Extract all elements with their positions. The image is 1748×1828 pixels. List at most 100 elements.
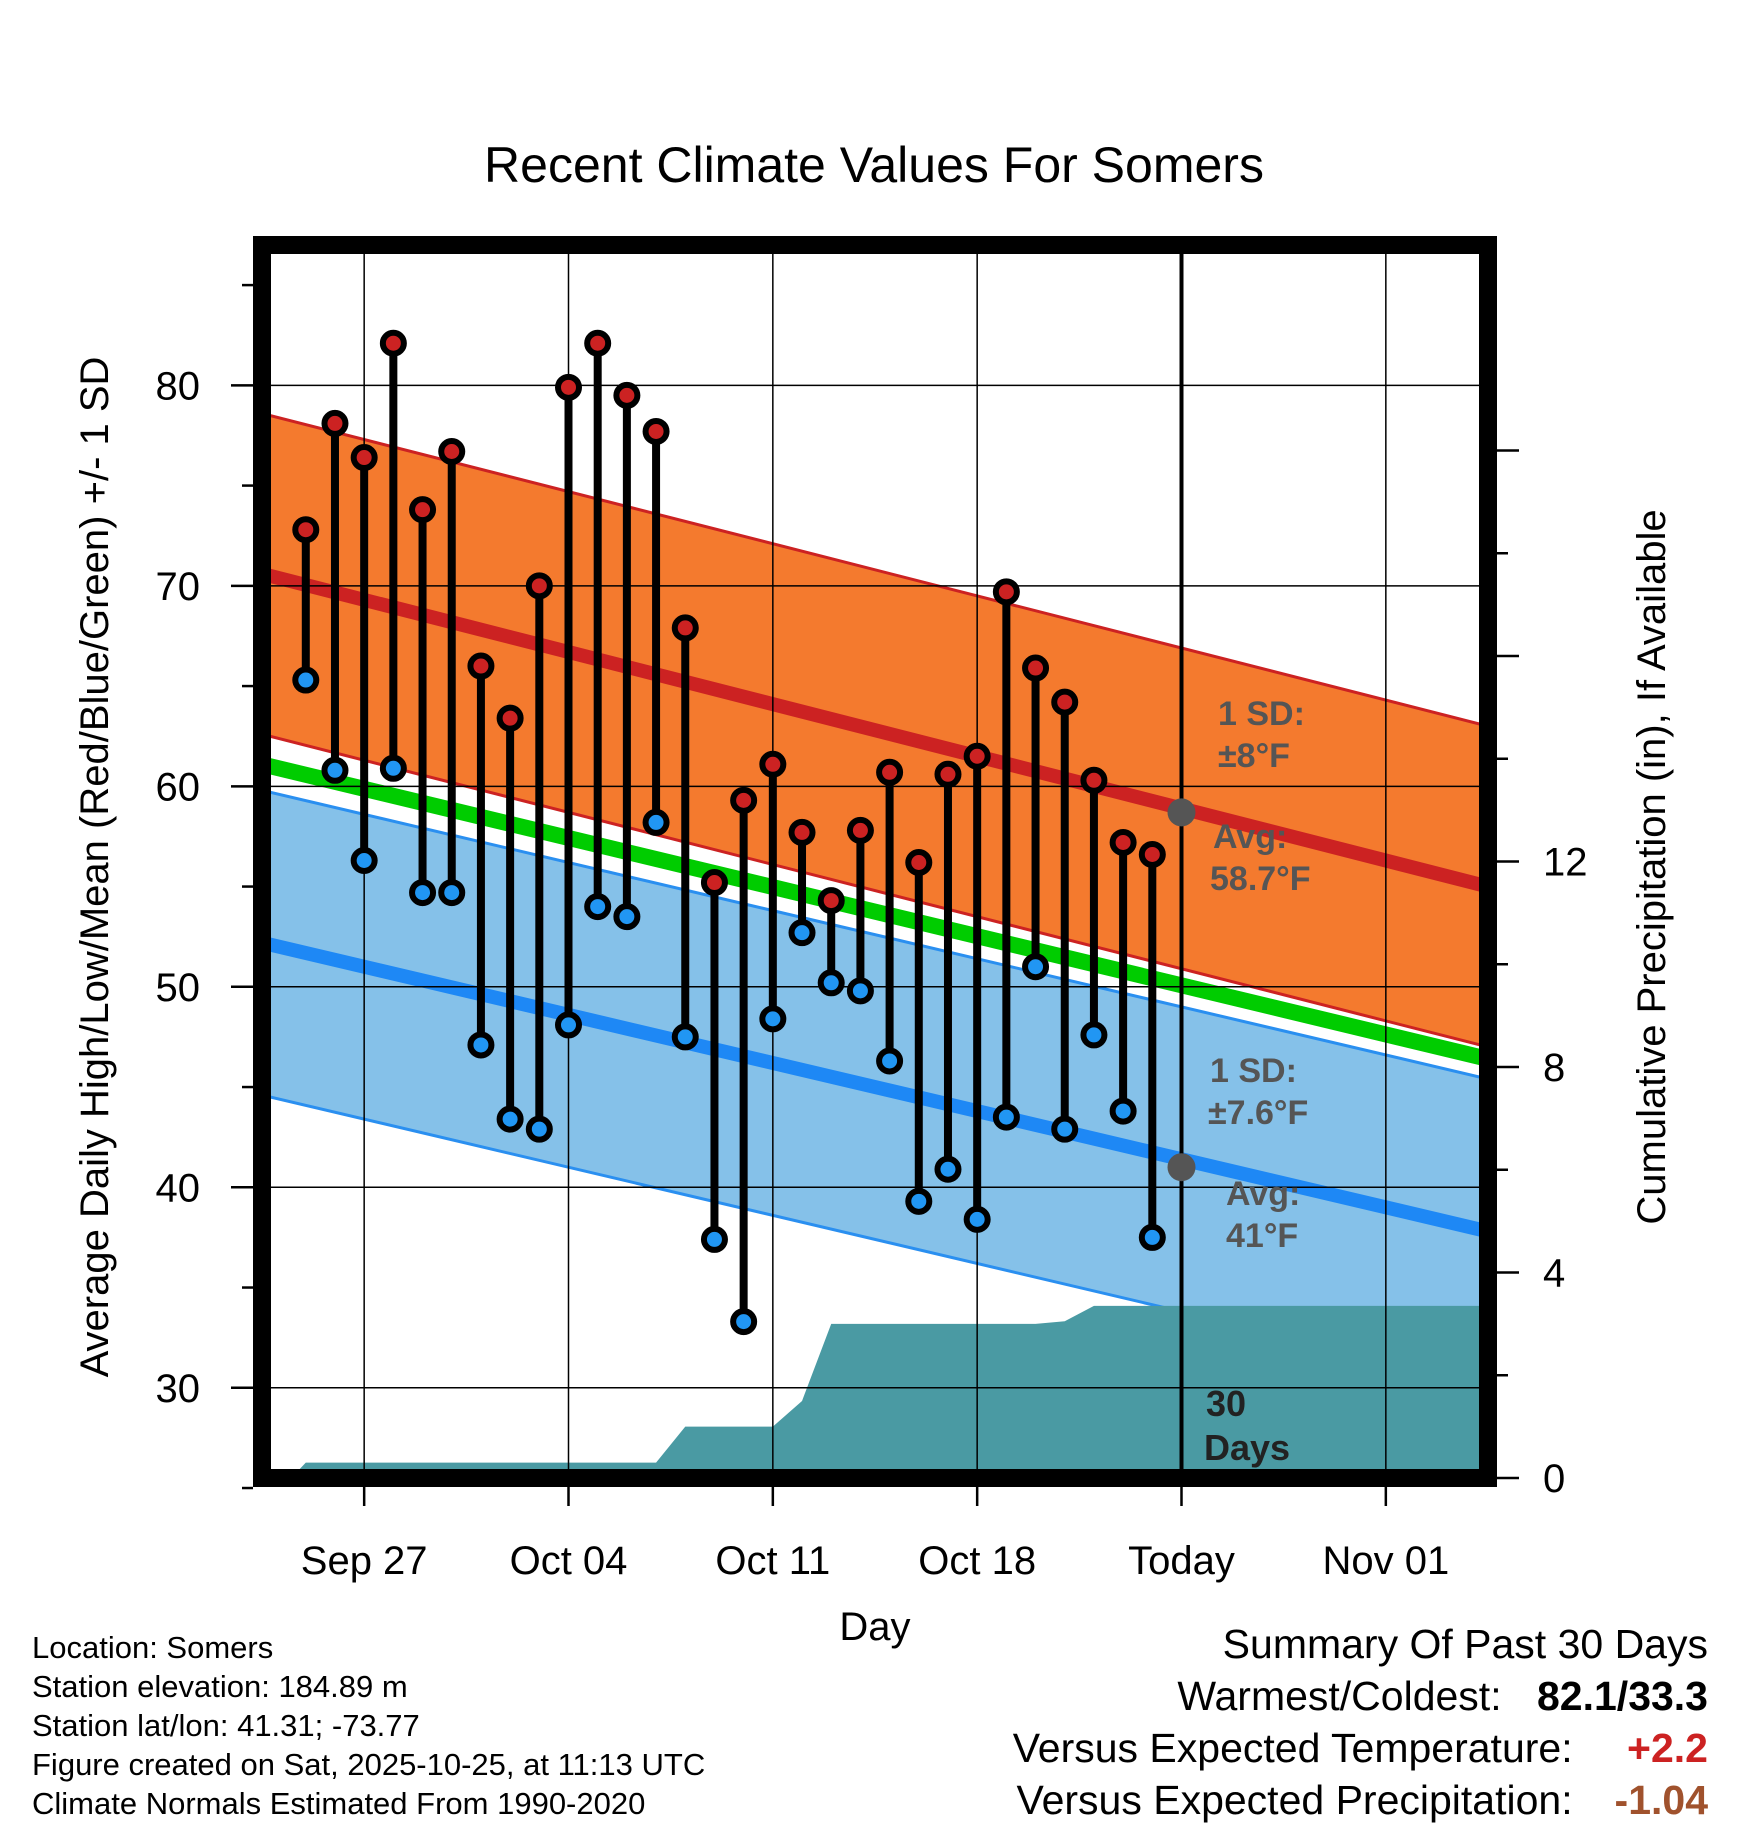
high-avg-value: 58.7°F xyxy=(1210,860,1311,898)
location-text: Location: Somers xyxy=(32,1630,274,1665)
high-point xyxy=(876,758,904,786)
low-point xyxy=(905,1187,933,1215)
low-point xyxy=(876,1047,904,1075)
high-sd-label: 1 SD: xyxy=(1218,695,1305,733)
x-tick-label: Nov 01 xyxy=(1322,1539,1449,1583)
y2-tick-label: 8 xyxy=(1543,1046,1565,1090)
high-point xyxy=(963,742,991,770)
low-point xyxy=(788,919,816,947)
station-info: Location: Somers Station elevation: 184.… xyxy=(32,1628,705,1823)
high-point xyxy=(1022,654,1050,682)
low-avg-label: Avg: xyxy=(1226,1175,1300,1213)
y-axis-label: Average Daily High/Low/Mean (Red/Blue/Gr… xyxy=(73,357,117,1378)
summary-panel: Summary Of Past 30 Days Warmest/Coldest:… xyxy=(1013,1618,1708,1826)
days-count-label: 30 xyxy=(1206,1383,1246,1424)
high-point xyxy=(846,816,874,844)
high-point xyxy=(613,381,641,409)
created-text: Figure created on Sat, 2025-10-25, at 11… xyxy=(32,1747,706,1782)
high-point xyxy=(788,818,816,846)
low-point xyxy=(467,1031,495,1059)
low-point xyxy=(292,666,320,694)
low-point xyxy=(409,879,437,907)
plot-frame xyxy=(253,236,1497,1487)
low-point xyxy=(963,1205,991,1233)
low-normal-line xyxy=(262,935,1488,1239)
high-avg-label: Avg: xyxy=(1213,818,1287,856)
high-point xyxy=(671,614,699,642)
high-point xyxy=(379,329,407,357)
low-point xyxy=(1080,1021,1108,1049)
today-avg-high-marker xyxy=(1167,798,1196,827)
y2-tick-label: 4 xyxy=(1543,1252,1565,1296)
high-point xyxy=(555,373,582,401)
y-tick-label: 50 xyxy=(156,966,201,1010)
normals-text: Climate Normals Estimated From 1990-2020 xyxy=(32,1786,646,1821)
low-upper-edge xyxy=(262,788,1488,1081)
high-point xyxy=(1051,688,1079,716)
low-sd-value: ±7.6°F xyxy=(1208,1094,1308,1132)
x-tick-label: Oct 11 xyxy=(715,1539,830,1583)
y2-tick-label: 12 xyxy=(1543,841,1588,885)
low-point xyxy=(642,808,670,836)
precip-value: -1.04 xyxy=(1614,1777,1708,1823)
low-point xyxy=(496,1105,524,1133)
low-point xyxy=(759,1005,787,1033)
x-tick-label: Today xyxy=(1128,1539,1235,1583)
low-point xyxy=(934,1155,962,1183)
low-point xyxy=(817,969,845,997)
low-point xyxy=(525,1115,553,1143)
low-point xyxy=(321,756,349,784)
x-tick-label: Oct 04 xyxy=(510,1539,628,1583)
y-tick-label: 70 xyxy=(156,565,201,609)
temp-value: +2.2 xyxy=(1627,1725,1708,1771)
precip-label: Versus Expected Precipitation: xyxy=(1016,1777,1573,1823)
low-point xyxy=(1138,1223,1166,1251)
y-tick-label: 30 xyxy=(156,1367,201,1411)
x-tick-label: Oct 18 xyxy=(918,1539,1036,1583)
high-normal-line xyxy=(262,567,1488,894)
high-point xyxy=(817,887,845,915)
high-point xyxy=(496,704,524,732)
y2-axis-label: Cumulative Precipitation (in), If Availa… xyxy=(1630,509,1674,1224)
low-point xyxy=(730,1308,758,1336)
high-point xyxy=(409,496,437,524)
high-point xyxy=(292,516,320,544)
high-point xyxy=(730,786,758,814)
high-point xyxy=(1109,828,1137,856)
high-point xyxy=(759,750,787,778)
precip-row: Versus Expected Precipitation: -1.04 xyxy=(1013,1774,1709,1826)
x-tick-label: Sep 27 xyxy=(301,1539,428,1583)
warm-cold-label: Warmest/Coldest: xyxy=(1177,1673,1502,1719)
low-point xyxy=(1051,1115,1079,1143)
high-point xyxy=(467,652,495,680)
temp-row: Versus Expected Temperature: +2.2 xyxy=(1013,1722,1708,1774)
high-point xyxy=(350,444,378,472)
high-point xyxy=(321,409,349,437)
low-point xyxy=(1022,953,1050,981)
high-sd-value: ±8°F xyxy=(1218,737,1290,775)
low-point xyxy=(1109,1097,1137,1125)
elevation-text: Station elevation: 184.89 m xyxy=(32,1669,408,1704)
low-point xyxy=(555,1011,582,1039)
high-point xyxy=(992,578,1020,606)
y-tick-label: 40 xyxy=(156,1166,201,1210)
x-axis-label: Day xyxy=(839,1605,910,1649)
high-point xyxy=(1138,840,1166,868)
low-point xyxy=(992,1103,1020,1131)
precip-area xyxy=(291,1305,1488,1478)
warm-cold-row: Warmest/Coldest: 82.1/33.3 xyxy=(1013,1670,1708,1722)
low-point xyxy=(350,846,378,874)
high-point xyxy=(438,438,466,466)
low-point xyxy=(584,893,612,921)
latlon-text: Station lat/lon: 41.31; -73.77 xyxy=(32,1708,420,1743)
high-point xyxy=(905,849,933,877)
warm-cold-value: 82.1/33.3 xyxy=(1537,1673,1708,1719)
y2-tick-label: 0 xyxy=(1543,1457,1565,1501)
low-sd-label: 1 SD: xyxy=(1210,1052,1297,1090)
high-point xyxy=(1080,766,1108,794)
chart-title: Recent Climate Values For Somers xyxy=(484,137,1264,193)
today-avg-low-marker xyxy=(1167,1153,1196,1182)
low-point xyxy=(613,903,641,931)
mean-normal-line xyxy=(262,756,1488,1067)
